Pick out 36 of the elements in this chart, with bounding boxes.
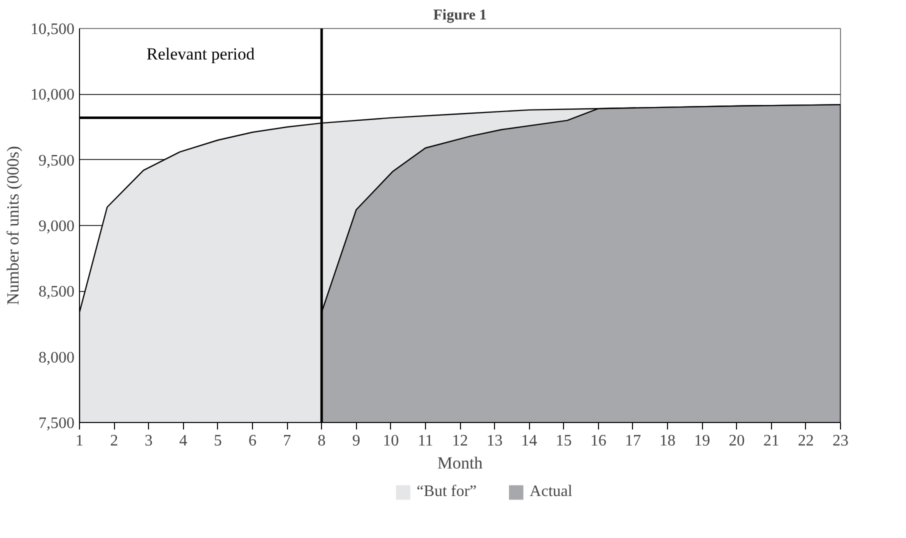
- y-tick-label: 9,000: [38, 218, 74, 235]
- x-tick-label: 23: [832, 432, 848, 450]
- annotation: Relevant period: [146, 44, 256, 64]
- x-tick-label: 19: [694, 432, 710, 450]
- x-tick-label: 4: [179, 432, 188, 450]
- x-tick-label: 3: [144, 432, 153, 450]
- x-tick-label: 16: [590, 432, 606, 450]
- legend-label: Actual: [530, 483, 572, 501]
- y-tick-label: 7,500: [38, 415, 74, 432]
- x-tick-label: 12: [452, 432, 468, 450]
- x-tick-label: 20: [728, 432, 745, 450]
- x-tick-label: 6: [248, 432, 256, 450]
- x-tick-label: 1: [76, 432, 84, 450]
- x-tick-label: 15: [556, 432, 572, 450]
- y-tick-label: 8,000: [38, 349, 74, 366]
- y-tick-label: 10,500: [30, 21, 74, 38]
- x-tick-label: 14: [521, 432, 538, 450]
- y-tick-label: 9,500: [38, 152, 74, 170]
- x-tick-label: 21: [763, 432, 780, 450]
- x-tick-label: 22: [798, 432, 814, 450]
- y-axis-title: Number of units (000s): [4, 146, 22, 306]
- x-tick-label: 18: [660, 432, 676, 450]
- x-tick-label: 9: [352, 432, 360, 450]
- x-axis-title: Month: [437, 454, 484, 472]
- x-tick-label: 11: [418, 432, 434, 450]
- chart-title: Figure 1: [433, 8, 487, 24]
- x-tick-label: 13: [486, 432, 503, 450]
- x-tick-label: 17: [624, 432, 641, 450]
- x-tick-label: 5: [214, 432, 222, 450]
- x-tick-label: 2: [110, 432, 118, 450]
- y-tick-label: 8,500: [38, 284, 74, 301]
- y-tick-label: 10,000: [30, 86, 74, 104]
- x-tick-label: 7: [283, 432, 292, 450]
- legend-label: “But for”: [416, 483, 477, 501]
- x-tick-label: 8: [318, 432, 326, 450]
- x-tick-label: 10: [382, 432, 399, 450]
